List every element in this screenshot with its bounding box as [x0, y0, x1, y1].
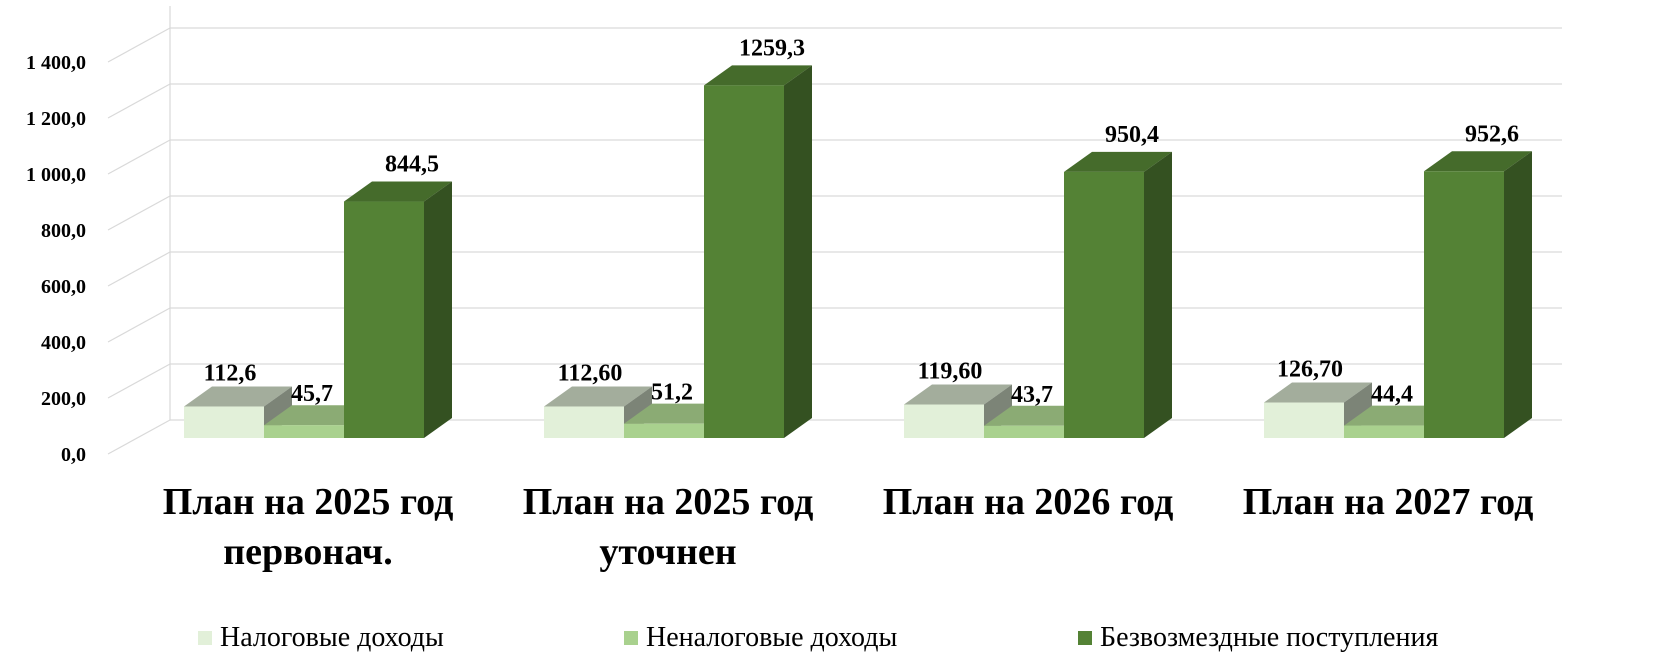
category-label: первонач. [223, 531, 392, 573]
bar [624, 423, 704, 438]
gridline-side [107, 139, 171, 175]
bar [264, 425, 344, 438]
y-tick-label: 400,0 [41, 332, 86, 354]
bar-side [784, 65, 812, 439]
data-label: 1259,3 [739, 35, 805, 61]
category-label: уточнен [599, 531, 736, 573]
legend-item-nontax: Неналоговые доходы [624, 622, 897, 654]
bar [904, 404, 984, 438]
data-label: 126,70 [1277, 357, 1343, 383]
gridline-side [107, 307, 171, 343]
data-label: 43,7 [1011, 382, 1053, 408]
bar-top [1064, 151, 1172, 172]
category-label: План на 2025 год [163, 481, 454, 523]
y-tick-label: 600,0 [41, 276, 86, 298]
gridline-side [107, 27, 171, 63]
bar [984, 425, 1064, 438]
data-label: 112,60 [558, 360, 623, 386]
gridline-side [107, 251, 171, 287]
gridline-side [107, 363, 171, 399]
data-label: 112,6 [204, 360, 257, 386]
legend-swatch-tax [198, 631, 212, 645]
legend-swatch-grants [1078, 631, 1092, 645]
legend-swatch-nontax [624, 631, 638, 645]
bar [184, 406, 264, 438]
bar-top [1424, 151, 1532, 172]
bar [344, 201, 424, 438]
bar-top [704, 65, 812, 86]
bar [704, 85, 784, 438]
bar-top [544, 386, 652, 407]
legend-label-nontax: Неналоговые доходы [646, 622, 898, 653]
data-label: 51,2 [651, 380, 693, 406]
y-tick-label: 1 000,0 [26, 164, 86, 186]
legend-item-grants: Безвозмездные поступления [1078, 622, 1438, 654]
bar-top [1264, 382, 1372, 403]
data-label: 45,7 [291, 381, 333, 407]
bar-top [344, 181, 452, 202]
bar [544, 406, 624, 438]
y-tick-label: 800,0 [41, 220, 86, 242]
data-label: 44,4 [1371, 382, 1413, 408]
bar-side [424, 181, 452, 439]
y-tick-label: 1 200,0 [26, 108, 86, 130]
bar-top [184, 386, 292, 407]
gridline-side [107, 195, 171, 231]
category-label: План на 2027 год [1243, 481, 1534, 523]
legend: Налоговые доходы Неналоговые доходы Безв… [0, 622, 1653, 662]
y-tick-label: 200,0 [41, 388, 86, 410]
bar-side [1504, 151, 1532, 438]
y-tick-label: 1 400,0 [26, 52, 86, 74]
data-label: 119,60 [918, 359, 983, 385]
legend-label-tax: Налоговые доходы [220, 622, 444, 653]
data-label: 844,5 [385, 152, 439, 178]
data-label: 950,4 [1105, 122, 1159, 148]
category-label: План на 2026 год [883, 481, 1174, 523]
y-tick-label: 0,0 [61, 444, 86, 466]
category-label: План на 2025 год [523, 481, 814, 523]
bar [1064, 171, 1144, 438]
bar [1424, 171, 1504, 438]
bar-side [1144, 151, 1172, 438]
data-label: 952,6 [1465, 121, 1519, 147]
legend-item-tax: Налоговые доходы [198, 622, 444, 654]
bar [1264, 402, 1344, 438]
legend-label-grants: Безвозмездные поступления [1100, 622, 1439, 653]
gridline-side [107, 83, 171, 119]
gridline-side [107, 419, 171, 455]
bar [1344, 425, 1424, 438]
bar-top [904, 384, 1012, 405]
